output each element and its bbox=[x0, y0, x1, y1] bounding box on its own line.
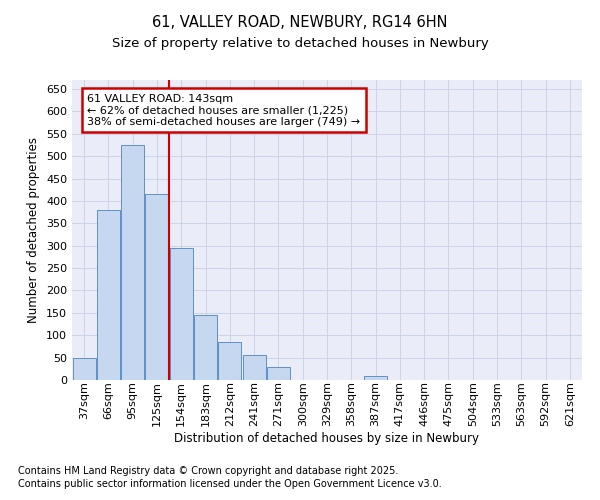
Text: 61, VALLEY ROAD, NEWBURY, RG14 6HN: 61, VALLEY ROAD, NEWBURY, RG14 6HN bbox=[152, 15, 448, 30]
Bar bbox=[97, 210, 120, 380]
Bar bbox=[267, 368, 290, 380]
Bar bbox=[145, 194, 169, 380]
X-axis label: Distribution of detached houses by size in Newbury: Distribution of detached houses by size … bbox=[175, 432, 479, 445]
Bar bbox=[170, 248, 193, 380]
Bar bbox=[73, 358, 95, 380]
Text: Size of property relative to detached houses in Newbury: Size of property relative to detached ho… bbox=[112, 38, 488, 51]
Y-axis label: Number of detached properties: Number of detached properties bbox=[28, 137, 40, 323]
Bar bbox=[218, 342, 241, 380]
Bar bbox=[242, 356, 266, 380]
Text: Contains HM Land Registry data © Crown copyright and database right 2025.: Contains HM Land Registry data © Crown c… bbox=[18, 466, 398, 476]
Bar bbox=[364, 376, 387, 380]
Bar bbox=[121, 145, 144, 380]
Text: 61 VALLEY ROAD: 143sqm
← 62% of detached houses are smaller (1,225)
38% of semi-: 61 VALLEY ROAD: 143sqm ← 62% of detached… bbox=[88, 94, 361, 126]
Text: Contains public sector information licensed under the Open Government Licence v3: Contains public sector information licen… bbox=[18, 479, 442, 489]
Bar bbox=[194, 315, 217, 380]
